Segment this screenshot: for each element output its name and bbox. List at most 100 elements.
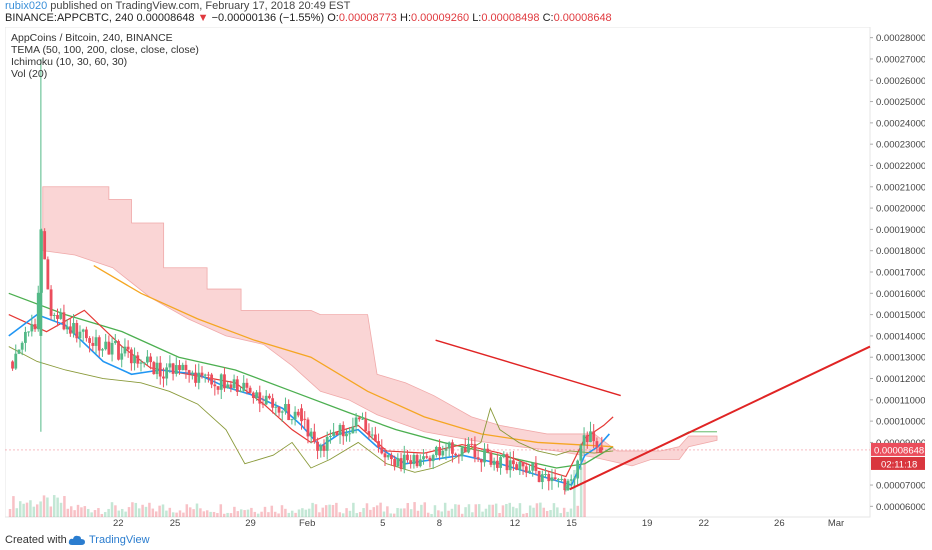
candle-body — [197, 372, 201, 383]
candle-body — [595, 441, 599, 448]
candle-body — [515, 464, 519, 470]
candle-body — [329, 435, 332, 437]
ohlc-line: BINANCE:APPCBTC, 240 0.00008648 ▼ −0.000… — [5, 12, 612, 24]
candle-body — [129, 349, 133, 364]
y-tick-label: 0.00016000 — [876, 289, 925, 300]
volume-bar — [413, 502, 416, 517]
volume-bar — [219, 504, 223, 517]
volume-bar — [202, 511, 206, 517]
candle-body — [187, 370, 191, 374]
candle-body — [174, 365, 178, 374]
volume-bar — [199, 508, 202, 517]
candle-body — [373, 434, 377, 442]
candle-body — [126, 346, 130, 350]
volume-bar — [100, 513, 104, 517]
candle-body — [479, 459, 483, 463]
chikou-line — [8, 346, 614, 473]
support-trendline — [569, 345, 871, 491]
candle-body — [46, 259, 50, 290]
volume-bar — [583, 459, 586, 517]
volume-bar — [443, 502, 447, 517]
volume-bar — [501, 505, 505, 517]
volume-bar — [148, 502, 151, 517]
volume-bar — [474, 504, 478, 517]
candle-body — [300, 408, 303, 422]
volume-bar — [321, 507, 325, 517]
volume-bar — [328, 504, 331, 517]
volume-bar — [29, 500, 32, 517]
volume-bar — [8, 509, 12, 517]
candle-body — [534, 462, 538, 471]
ichimoku-cloud-area — [42, 186, 718, 467]
price-chart[interactable]: 0.00028000 0.00027000 0.00026000 0.00025000… — [5, 27, 925, 535]
tradingview-brand[interactable]: TradingView — [89, 534, 150, 546]
volume-bar — [426, 512, 430, 517]
volume-bar — [294, 512, 297, 517]
volume-bar — [345, 508, 348, 517]
volume-bar — [433, 505, 437, 517]
volume-bar — [569, 508, 573, 517]
candle-body — [113, 341, 117, 344]
price-axis[interactable]: 0.00028000 0.00027000 0.00026000 0.00025000… — [870, 33, 925, 513]
x-tick-label: Mar — [828, 518, 844, 529]
candle-body — [149, 356, 153, 363]
volume-bar — [137, 508, 141, 517]
candle-body — [312, 431, 316, 442]
volume-bar — [216, 513, 219, 517]
candle-body — [598, 447, 602, 453]
volume-bar — [287, 512, 291, 517]
volume-bar — [124, 511, 127, 517]
candle-body — [62, 312, 66, 330]
legend-volume[interactable]: Vol (20) — [11, 68, 48, 80]
volume-bar — [372, 507, 376, 517]
candle-body — [165, 367, 169, 379]
candle-body — [107, 341, 111, 355]
time-axis[interactable]: 22 25 29 Feb 5 8 12 15 19 22 26 Mar — [113, 518, 844, 529]
volume-bar — [18, 501, 22, 517]
volume-bar — [488, 504, 491, 517]
volume-bar — [260, 511, 263, 517]
candle-body — [489, 452, 493, 465]
volume-bar — [161, 504, 165, 517]
volume-bar — [457, 504, 461, 517]
author-link[interactable]: rubix020 — [5, 0, 48, 12]
candle-body — [492, 460, 496, 465]
volume-bar — [450, 508, 454, 517]
tradingview-cloud-icon — [68, 535, 85, 545]
candle-body — [569, 479, 573, 481]
close-value: 0.00008648 — [553, 12, 612, 24]
candle-body — [68, 326, 72, 334]
candle-body — [94, 337, 98, 346]
resistance-trendline — [435, 339, 621, 397]
candle-body — [576, 460, 580, 479]
volume-bar — [579, 467, 583, 517]
trend-lines[interactable] — [435, 339, 871, 491]
candle-body — [14, 353, 18, 369]
legend-ichimoku[interactable]: Ichimoku (10, 30, 60, 30) — [11, 56, 128, 68]
candle-body — [11, 361, 14, 369]
candle-body — [589, 431, 592, 443]
volume-bar — [369, 509, 372, 517]
candle-body — [547, 474, 551, 482]
volume-bar — [491, 504, 495, 517]
candle-body — [367, 431, 371, 436]
candle-body — [521, 461, 525, 467]
volume-bar — [409, 509, 413, 517]
volume-bar — [226, 512, 229, 517]
candle-body — [277, 406, 281, 413]
candle-body — [418, 459, 422, 467]
candle-body — [306, 419, 310, 437]
volume-bar — [253, 511, 257, 517]
volume-bar — [375, 505, 379, 517]
volume-bar — [182, 512, 185, 517]
volume-bar — [505, 503, 508, 517]
candle-body — [428, 457, 432, 462]
candle-body — [454, 453, 458, 456]
volume-bar — [382, 511, 386, 517]
y-tick-label: 0.00021000 — [876, 182, 925, 193]
candle-body — [518, 461, 522, 470]
volume-bar — [270, 505, 274, 517]
candle-body — [152, 362, 156, 375]
legend-tema[interactable]: TEMA (50, 100, 200, close, close, close) — [11, 44, 199, 56]
candle-body — [72, 322, 75, 334]
